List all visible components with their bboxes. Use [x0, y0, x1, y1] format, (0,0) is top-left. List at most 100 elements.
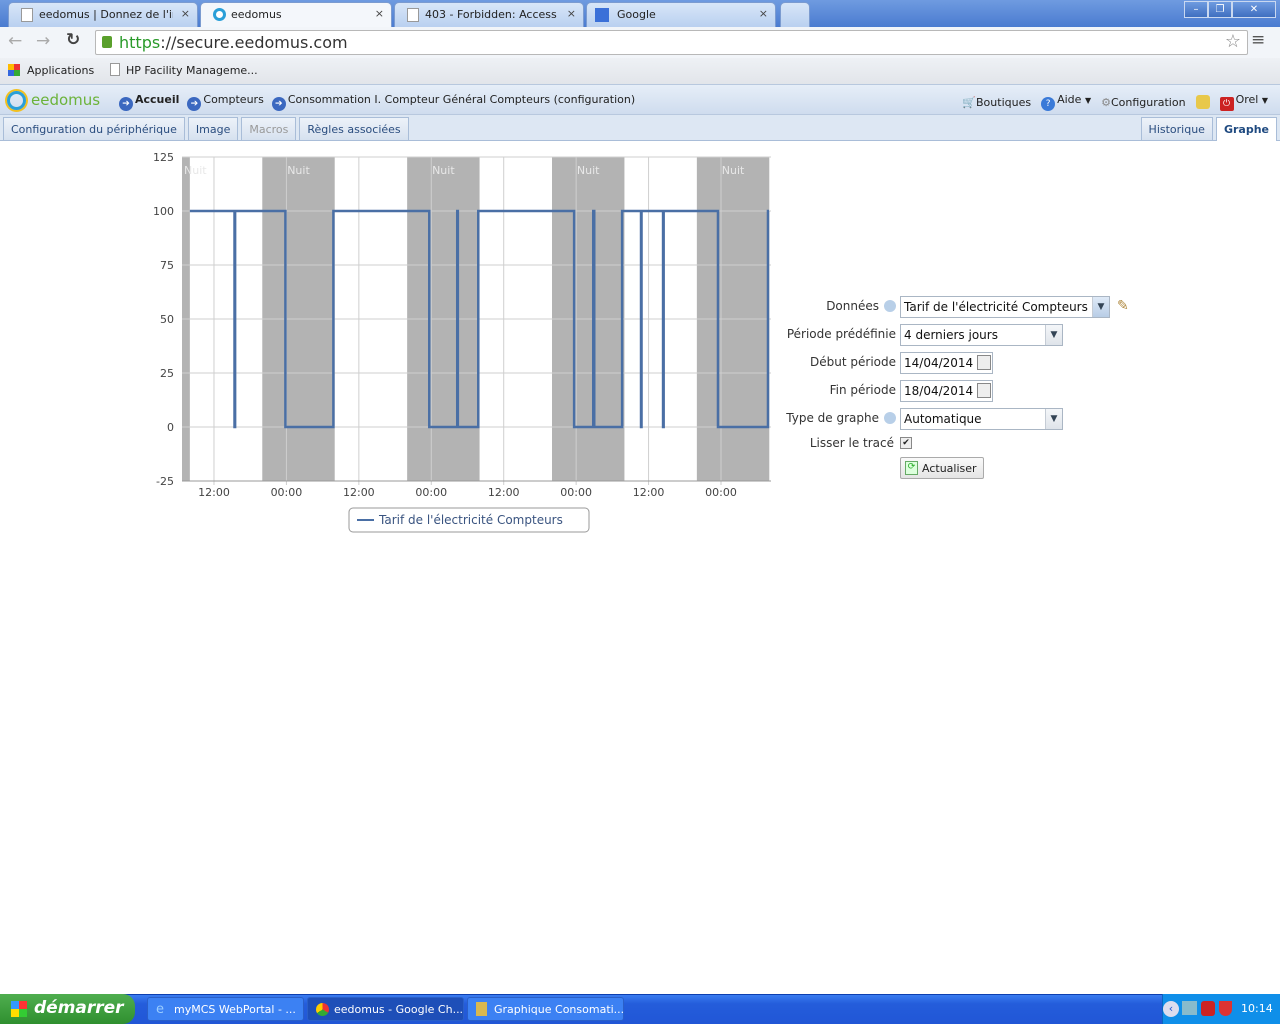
bookmarks-bar: Applications HP Facility Manageme...	[0, 58, 1280, 84]
address-bar[interactable]: https://secure.eedomus.com ☆	[95, 30, 1248, 55]
menu-configuration[interactable]: ⚙Configuration	[1101, 96, 1185, 109]
mcafee-icon[interactable]	[1201, 1001, 1215, 1016]
help-icon[interactable]	[884, 412, 896, 424]
browser-tab[interactable]: Google ×	[586, 2, 776, 27]
network-icon[interactable]	[1182, 1001, 1197, 1015]
y-tick-label: 75	[160, 259, 174, 272]
device-tabs-right: Historique Graphe	[1140, 117, 1277, 141]
browser-tabstrip: eedomus | Donnez de l'intellig × eedomus ×…	[0, 0, 1280, 27]
periode-select[interactable]: 4 derniers jours ▼	[900, 324, 1063, 346]
reload-button[interactable]: ↻	[66, 30, 81, 50]
forward-button[interactable]: →	[36, 31, 51, 51]
tab-image[interactable]: Image	[187, 117, 239, 140]
x-tick-label: 12:00	[633, 486, 665, 499]
taskbar-item[interactable]: e myMCS WebPortal - ...	[147, 997, 304, 1021]
paint-icon	[476, 1002, 487, 1016]
x-tick-label: 00:00	[705, 486, 737, 499]
close-tab-icon[interactable]: ×	[374, 7, 384, 20]
input-value: 14/04/2014	[904, 356, 974, 370]
url-host: ://secure.eedomus.com	[160, 33, 348, 52]
bookmark-star-icon[interactable]: ☆	[1224, 31, 1241, 52]
tab-title: eedomus | Donnez de l'intellig	[39, 8, 173, 21]
input-value: 18/04/2014	[904, 384, 974, 398]
security-shield-icon[interactable]	[1219, 1001, 1232, 1016]
type-label: Type de graphe	[716, 411, 896, 425]
restore-button[interactable]: ❐	[1208, 1, 1232, 18]
page-icon	[407, 8, 419, 22]
help-icon[interactable]	[884, 300, 896, 312]
eedomus-logo-icon	[7, 91, 26, 110]
new-tab-button[interactable]	[780, 2, 810, 27]
chevron-down-icon: ▼	[1092, 297, 1109, 317]
breadcrumb-label: Consommation I. Compteur Général Compteu…	[287, 93, 636, 106]
device-tabs: Configuration du périphérique Image Macr…	[0, 115, 1280, 141]
tab-graphe[interactable]: Graphe	[1215, 117, 1277, 141]
minimize-button[interactable]: –	[1184, 1, 1208, 18]
menu-label: Aide	[1057, 93, 1082, 106]
arrow-right-icon: ➔	[119, 97, 133, 111]
x-tick-label: 12:00	[198, 486, 230, 499]
calendar-icon[interactable]	[977, 383, 991, 398]
select-value: Tarif de l'électricité Compteurs	[904, 300, 1088, 314]
windows-logo-icon	[11, 1001, 27, 1017]
back-button[interactable]: ←	[8, 31, 23, 51]
menu-label: Orel	[1235, 93, 1259, 106]
gear-icon: ⚙	[1101, 95, 1111, 109]
breadcrumb-compteurs[interactable]: ➔ Compteurs	[187, 93, 264, 111]
browser-tab[interactable]: eedomus | Donnez de l'intellig ×	[8, 2, 198, 27]
start-label: démarrer	[34, 998, 124, 1018]
pencil-edit-icon[interactable]: ✎	[1117, 298, 1129, 314]
menu-label: Boutiques	[976, 95, 1032, 109]
taskbar-item-active[interactable]: eedomus - Google Ch...	[307, 997, 464, 1021]
lisser-checkbox[interactable]: ✔	[900, 437, 912, 449]
chrome-icon	[316, 1003, 329, 1016]
x-tick-label: 00:00	[560, 486, 592, 499]
power-icon: ⏻	[1219, 97, 1234, 111]
tab-configuration[interactable]: Configuration du périphérique	[3, 117, 185, 140]
chevron-left-icon[interactable]: ‹	[1163, 1001, 1179, 1017]
x-tick-label: 00:00	[415, 486, 447, 499]
bookmark-applications[interactable]: Applications	[27, 64, 95, 77]
actualiser-button[interactable]: ⟳ Actualiser	[900, 457, 984, 479]
y-tick-label: 100	[153, 205, 174, 218]
start-button[interactable]: démarrer	[0, 994, 135, 1024]
tab-regles[interactable]: Règles associées	[299, 117, 409, 140]
calendar-icon[interactable]	[977, 355, 991, 370]
menu-boutiques[interactable]: 🛒Boutiques	[962, 96, 1031, 109]
bookmark-hp-facility[interactable]: HP Facility Manageme...	[126, 64, 258, 77]
donnees-label: Données	[736, 299, 896, 313]
close-window-button[interactable]: ✕	[1232, 1, 1276, 18]
lock-logout-icon[interactable]	[1195, 95, 1210, 109]
breadcrumb-consommation[interactable]: ➔ Consommation I. Compteur Général Compte…	[271, 93, 636, 111]
night-band-label: Nuit	[287, 164, 310, 177]
app-header: eedomus ➔ Accueil ➔ Compteurs ➔ Consommatio…	[0, 84, 1280, 115]
type-select[interactable]: Automatique ▼	[900, 408, 1063, 430]
menu-icon[interactable]: ≡	[1251, 30, 1266, 50]
debut-date-input[interactable]: 14/04/2014	[900, 352, 993, 374]
chart-legend[interactable]: Tarif de l'électricité Compteurs	[348, 507, 590, 533]
y-tick-label: -25	[156, 475, 174, 488]
tab-macros: Macros	[241, 117, 297, 140]
menu-aide[interactable]: ? Aide ▼	[1041, 93, 1091, 111]
x-tick-label: 12:00	[343, 486, 375, 499]
close-tab-icon[interactable]: ×	[758, 7, 768, 20]
task-label: Graphique Consomati...	[494, 1003, 624, 1016]
help-icon: ?	[1041, 97, 1056, 111]
close-tab-icon[interactable]: ×	[180, 7, 190, 20]
app-logo[interactable]: eedomus	[31, 91, 101, 109]
menu-user[interactable]: ⏻ Orel ▼	[1219, 93, 1268, 111]
y-tick-label: 50	[160, 313, 174, 326]
browser-tab-active[interactable]: eedomus ×	[200, 2, 392, 27]
breadcrumb-accueil[interactable]: ➔ Accueil	[119, 93, 179, 111]
donnees-select[interactable]: Tarif de l'électricité Compteurs ▼	[900, 296, 1110, 318]
chevron-down-icon: ▼	[1045, 325, 1062, 345]
tab-title: eedomus	[231, 8, 282, 21]
browser-tab[interactable]: 403 - Forbidden: Access is de ×	[394, 2, 584, 27]
lock-icon	[102, 36, 112, 48]
taskbar-item[interactable]: Graphique Consomati...	[467, 997, 624, 1021]
tab-historique[interactable]: Historique	[1140, 117, 1213, 140]
fin-date-input[interactable]: 18/04/2014	[900, 380, 993, 402]
close-tab-icon[interactable]: ×	[566, 7, 576, 20]
breadcrumb: ➔ Accueil ➔ Compteurs ➔ Consommation I. Com…	[119, 93, 635, 111]
apps-grid-icon	[8, 64, 20, 76]
